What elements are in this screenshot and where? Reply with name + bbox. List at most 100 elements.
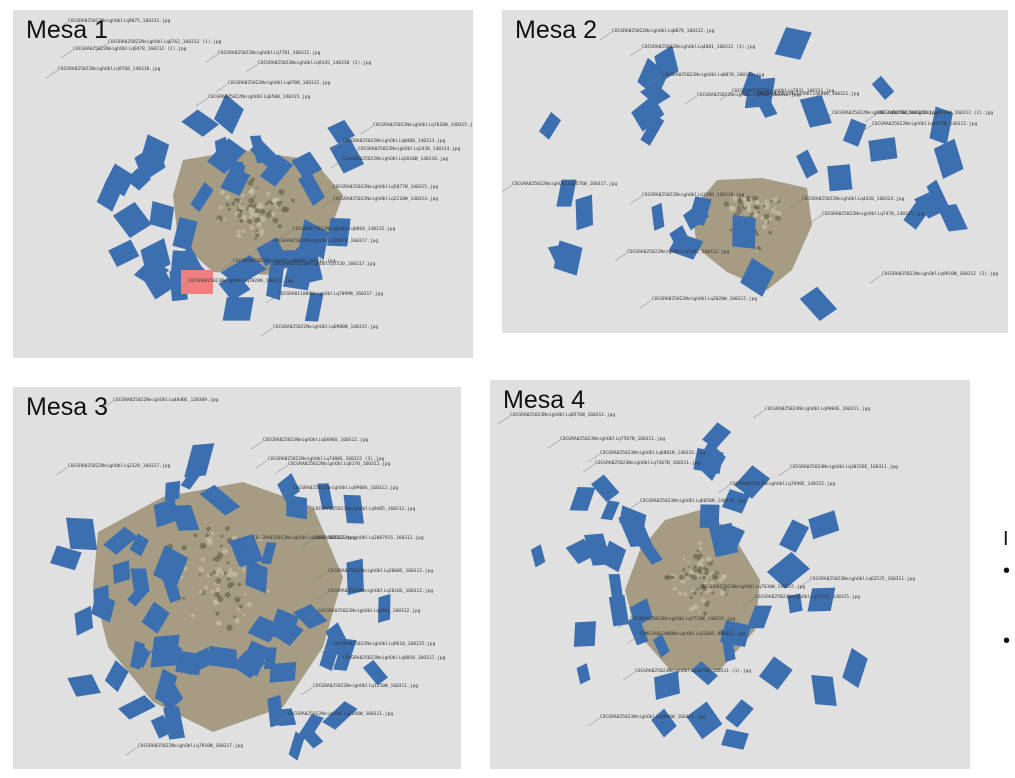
camera-plane	[231, 650, 266, 679]
camera-plane	[172, 216, 198, 251]
camera-plane	[247, 615, 282, 643]
camera-frustum	[779, 519, 810, 553]
camera-image-label: COCGRA025022NeighObliq7010W_140315.jpg	[373, 122, 473, 128]
terrain-speck	[746, 207, 752, 213]
label-leader-line	[599, 31, 613, 41]
camera-frustum	[213, 94, 244, 135]
camera-frustum	[601, 540, 627, 573]
terrain-speck	[229, 581, 235, 587]
terrain-speck	[248, 188, 253, 194]
label-leader-line	[629, 47, 643, 57]
terrain-speck	[693, 565, 697, 569]
camera-plane	[708, 522, 739, 558]
camera-frustum	[774, 27, 812, 60]
terrain-speck	[217, 623, 220, 626]
mesa-2-reconstruction-view[interactable]: COCGRA025022NeighObliq0076_160312.jpg COC…	[502, 10, 1008, 333]
camera-plane	[319, 637, 341, 672]
terrain-speck	[702, 575, 707, 580]
camera-image-label: COCGRA025022NeighObliq2010W_140310.jpg	[343, 156, 448, 162]
label-leader-line	[250, 440, 264, 450]
terrain-speck	[689, 574, 693, 578]
camera-plane	[125, 168, 152, 191]
camera-plane	[199, 484, 241, 516]
camera-plane	[362, 660, 389, 686]
camera-frustum	[796, 149, 819, 179]
terrain-speck	[254, 212, 259, 218]
terrain-speck	[238, 203, 245, 210]
label-leader-line	[622, 671, 636, 681]
camera-plane	[538, 112, 562, 140]
camera-image-label: COCGRA025022NeighObliq4601_160311 (1).jp…	[642, 44, 756, 50]
camera-image-label: COCGRA025022NeighObliq0864_140315.jpg	[293, 226, 396, 232]
camera-plane	[871, 75, 895, 100]
camera-frustum	[807, 587, 836, 612]
camera-image-label: COCGRA025022NeighObliq2010S_160312.jpg	[328, 588, 433, 594]
terrain-speck	[751, 195, 757, 201]
terrain-speck	[752, 213, 758, 219]
terrain-speck	[198, 566, 204, 572]
camera-plane	[799, 286, 838, 322]
camera-frustum	[231, 650, 266, 679]
camera-plane	[699, 504, 720, 529]
camera-frustum	[530, 544, 546, 568]
label-leader-line	[587, 717, 601, 727]
terrain-speck	[690, 589, 695, 593]
camera-plane	[158, 681, 184, 712]
camera-frustum	[108, 239, 140, 267]
terrain-speck	[770, 207, 776, 214]
mesa-3-reconstruction-view[interactable]: COCGRA025022NeighObliq4840E_120309.jpg CO…	[13, 387, 461, 769]
camera-frustum	[74, 605, 94, 636]
terrain-speck	[216, 552, 224, 559]
camera-frustum	[799, 286, 838, 322]
mesa-4-reconstruction-view[interactable]: COCGRA025023NeighObliq0576N_160311.jpg CO…	[490, 380, 970, 769]
camera-frustum	[150, 714, 172, 739]
terrain-speck	[703, 566, 707, 571]
label-leader-line	[719, 91, 733, 101]
camera-frustum	[637, 57, 668, 99]
camera-plane	[181, 109, 220, 137]
label-leader-line	[582, 463, 596, 473]
terrain-speck	[259, 208, 266, 215]
camera-frustum	[277, 473, 301, 503]
camera-image-label: COCGRA025022NeighObliq6500_140315.jpg	[208, 94, 311, 100]
camera-plane	[322, 701, 358, 730]
terrain-speck	[238, 604, 243, 609]
camera-plane	[758, 656, 793, 690]
terrain-speck	[278, 188, 285, 196]
camera-frustum	[93, 584, 110, 611]
label-leader-line	[260, 264, 274, 274]
camera-frustum	[686, 701, 723, 740]
camera-frustum	[274, 708, 297, 727]
terrain-speck	[211, 589, 215, 593]
camera-plane	[799, 94, 832, 128]
camera-image-label: COCGRA025024NeighObliq30150E_160311.jpg	[790, 464, 898, 470]
terrain-speck	[744, 212, 747, 215]
camera-image-label: COCGRA025022NeighObliq7402_160312.jpg	[627, 249, 730, 255]
mesa-1-reconstruction-view[interactable]: COCGRA025022NeighObliq9075_160311.jpg COC…	[13, 10, 473, 358]
camera-plane	[170, 505, 200, 531]
label-leader-line	[744, 94, 758, 104]
camera-image-label: COCGRA025022NeighObliq9610_160315.jpg	[333, 641, 436, 647]
camera-plane	[637, 57, 668, 99]
camera-frustum	[292, 604, 328, 630]
label-leader-line	[280, 229, 294, 239]
camera-plane	[104, 660, 129, 693]
terrain-speck	[698, 547, 702, 551]
camera-frustum	[170, 505, 200, 531]
camera-frustum	[343, 494, 364, 524]
terrain-speck	[768, 230, 773, 235]
terrain-speck	[682, 568, 686, 572]
camera-plane	[807, 587, 836, 612]
camera-plane	[725, 699, 754, 728]
camera-image-label: COCGRA025023NeighObliq8058N_140315.jpg	[640, 498, 745, 504]
label-leader-line	[864, 113, 878, 123]
label-leader-line	[300, 509, 314, 519]
terrain-speck	[281, 206, 287, 213]
terrain-speck	[277, 224, 283, 229]
terrain-speck	[255, 231, 259, 234]
camera-plane	[627, 616, 649, 646]
camera-image-label: COCGRA025022NeighObliq5679W_140315.jpg	[832, 110, 937, 116]
camera-image-label: COCGRA025022NeighObliq0076_160312.jpg	[612, 28, 715, 34]
terrain-speck	[241, 567, 246, 572]
camera-frustum	[744, 77, 776, 109]
